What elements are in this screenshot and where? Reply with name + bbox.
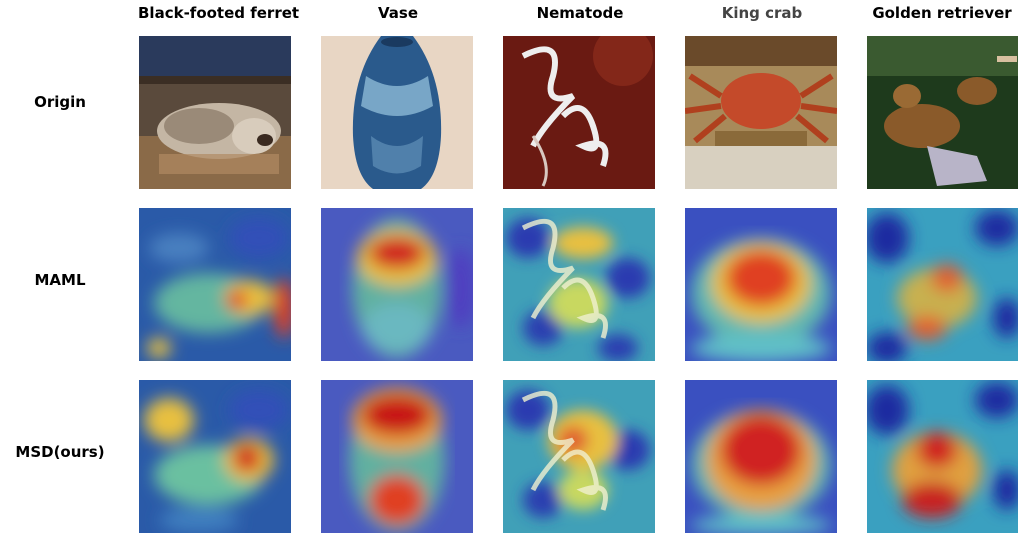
column-title-king-crab: King crab [721, 4, 803, 22]
ferret-origin-image [139, 36, 291, 189]
crab-origin-image [685, 36, 837, 189]
nematode-msd-heatmap [503, 380, 655, 533]
retriever-msd-heatmap [867, 380, 1018, 533]
vase-maml-heatmap [321, 208, 473, 361]
ferret-maml-heatmap [139, 208, 291, 361]
column-title-golden-retriever: Golden retriever [872, 4, 1012, 22]
column-title-nematode: Nematode [536, 4, 624, 22]
column-title-vase: Vase [377, 4, 418, 22]
column-title-ferret: Black-footed ferret [138, 4, 300, 22]
retriever-maml-heatmap [867, 208, 1018, 361]
vase-origin-image [321, 36, 473, 189]
vase-msd-heatmap [321, 380, 473, 533]
crab-msd-heatmap [685, 380, 837, 533]
retriever-origin-image [867, 36, 1018, 189]
nematode-maml-heatmap [503, 208, 655, 361]
row-label-maml: MAML [34, 271, 86, 289]
crab-maml-heatmap [685, 208, 837, 361]
ferret-msd-heatmap [139, 380, 291, 533]
row-label-msd: MSD(ours) [15, 443, 105, 461]
nematode-origin-image [503, 36, 655, 189]
row-label-origin: Origin [34, 93, 86, 111]
